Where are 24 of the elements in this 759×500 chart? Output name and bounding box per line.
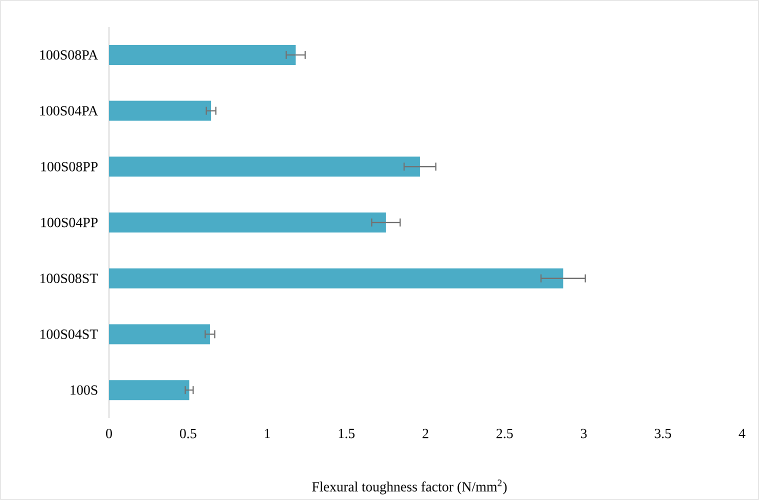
x-tick-label: 1.5 (338, 428, 355, 438)
x-axis-title: Flexural toughness factor (N/mm$^{2}$) (312, 480, 507, 494)
x-tick-label: 4 (738, 428, 746, 438)
bar (109, 324, 210, 344)
x-tick-label: 0 (106, 428, 112, 438)
x-tick-label: 0.5 (180, 428, 196, 438)
x-tick-label: 2.5 (496, 428, 513, 438)
bar (109, 380, 190, 400)
x-tick-label: 3.5 (654, 428, 672, 438)
y-tick-label: 100S08ST (40, 274, 98, 284)
y-tick-label: 100S08PP (41, 162, 98, 172)
x-tick-label: 3 (580, 428, 587, 438)
bar (109, 268, 564, 288)
y-tick-label: 100S04ST (40, 330, 98, 339)
bar (109, 44, 296, 65)
y-tick-label: 100S04PA (40, 106, 98, 116)
y-tick-label: 100S04PP (41, 218, 98, 228)
x-tick-label: 1 (264, 428, 270, 438)
bar (109, 100, 212, 121)
bar (109, 212, 386, 233)
y-tick-label: 100S (70, 385, 98, 395)
x-tick-label: 2 (422, 428, 428, 438)
bar (109, 156, 420, 177)
y-tick-label: 100S08PA (40, 50, 98, 60)
